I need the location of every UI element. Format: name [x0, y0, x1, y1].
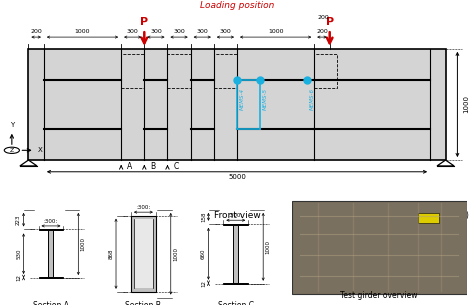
Text: 5000: 5000	[228, 174, 246, 180]
Bar	[38, 229, 64, 231]
Bar	[48, 231, 54, 277]
Bar	[314, 54, 337, 88]
Text: Unit (mm): Unit (mm)	[430, 211, 469, 220]
Bar	[28, 49, 446, 160]
Text: 200: 200	[30, 29, 42, 34]
Text: 1000: 1000	[464, 95, 470, 113]
Text: MEMS-4: MEMS-4	[240, 88, 245, 110]
Text: 300: 300	[127, 29, 138, 34]
Text: MEMS-5: MEMS-5	[263, 88, 268, 110]
Text: Section A: Section A	[33, 301, 69, 305]
Text: 223: 223	[16, 214, 21, 225]
Text: Section C: Section C	[218, 301, 254, 305]
Bar	[167, 54, 191, 88]
Bar	[134, 219, 153, 288]
Text: 1000: 1000	[268, 29, 283, 34]
Text: 1000: 1000	[173, 247, 178, 261]
Text: :300:: :300:	[228, 214, 243, 218]
Text: 1000: 1000	[81, 237, 86, 251]
Text: Loading position: Loading position	[200, 1, 274, 10]
Text: Front view: Front view	[214, 211, 260, 220]
Text: 158: 158	[201, 212, 206, 222]
Text: 300: 300	[196, 29, 208, 34]
Text: MEMS-6: MEMS-6	[310, 88, 314, 110]
Bar	[292, 201, 467, 293]
Text: 300: 300	[219, 29, 231, 34]
Text: P: P	[326, 17, 334, 27]
Text: 660: 660	[201, 249, 206, 259]
Bar	[38, 277, 64, 278]
Bar	[418, 213, 439, 223]
Text: 12: 12	[16, 274, 21, 281]
Text: Test girder overview: Test girder overview	[340, 291, 418, 300]
Text: A: A	[127, 162, 132, 171]
Text: Y: Y	[10, 122, 14, 128]
Text: 300: 300	[173, 29, 185, 34]
Text: C: C	[173, 162, 178, 171]
Text: 1000: 1000	[75, 29, 90, 34]
Text: :300:: :300:	[136, 205, 151, 210]
Polygon shape	[20, 160, 37, 166]
Bar	[223, 224, 248, 225]
Bar	[223, 283, 248, 284]
Text: 12: 12	[201, 280, 206, 287]
Bar	[214, 54, 237, 88]
Polygon shape	[437, 160, 454, 166]
Text: 868: 868	[109, 249, 113, 259]
Bar	[121, 54, 144, 88]
Text: 530: 530	[16, 249, 21, 259]
Text: 1000: 1000	[265, 240, 271, 254]
Text: 200: 200	[316, 29, 328, 34]
Text: B: B	[150, 162, 155, 171]
Text: 300: 300	[150, 29, 162, 34]
Text: X: X	[38, 147, 43, 153]
Text: Z: Z	[10, 148, 14, 153]
Text: :300:: :300:	[44, 219, 58, 224]
Text: 200: 200	[318, 15, 329, 20]
Text: P: P	[140, 17, 148, 27]
Text: Section B: Section B	[126, 301, 161, 305]
Bar	[233, 225, 238, 283]
Bar	[131, 216, 156, 292]
